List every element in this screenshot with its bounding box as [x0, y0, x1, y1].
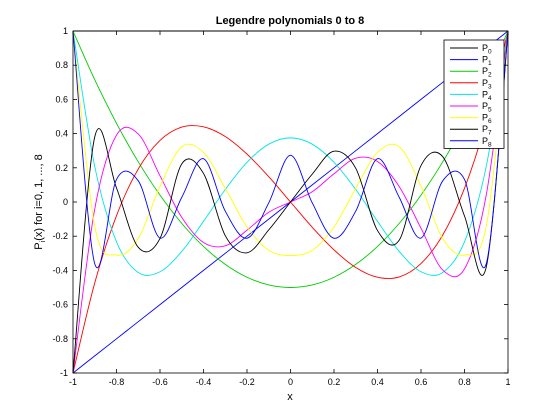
series-line-p4	[72, 30, 509, 276]
y-tick-label: 0.6	[55, 94, 68, 104]
y-tick-label: -0.8	[52, 334, 68, 344]
series-layer	[72, 30, 509, 374]
chart-title: Legendre polynomials 0 to 8	[216, 15, 365, 27]
y-tick-label: 0.2	[55, 163, 68, 173]
x-axis-label: x	[287, 391, 293, 403]
legend-label-p8: P8	[482, 136, 492, 149]
y-tick-label: -1	[60, 368, 68, 378]
legend-label-p3: P3	[482, 78, 492, 91]
ticks-layer: -1 -0.8 -0.6 -0.4 -0.2 0 0.2 0.4 0.6 0.8 1 -1 -0.8 -0…	[52, 26, 510, 387]
legend-label-p4: P4	[482, 89, 492, 102]
legend-label-p5: P5	[482, 101, 492, 114]
x-tick-label: -0.6	[152, 377, 168, 387]
x-tick-label: 0.2	[328, 377, 341, 387]
y-tick-label: -0.4	[52, 265, 68, 275]
legend-label-p2: P2	[482, 66, 492, 79]
y-tick-label: 0	[63, 197, 68, 207]
series-line-p6	[72, 30, 509, 256]
y-tick-label: 0.4	[55, 129, 68, 139]
series-line-p2	[72, 30, 509, 288]
legend-label-p7: P7	[482, 124, 492, 137]
x-tick-label: 0.8	[458, 377, 471, 387]
y-axis-label: Pi(x) for i=0, 1, ..., 8	[33, 154, 47, 249]
x-tick-label: -0.2	[239, 377, 255, 387]
x-tick-label: 0.4	[371, 377, 384, 387]
y-tick-label: 0.8	[55, 60, 68, 70]
y-tick-label: -0.6	[52, 300, 68, 310]
y-axis-label-subscript: i	[40, 240, 47, 242]
y-tick-label: -0.2	[52, 231, 68, 241]
x-tick-label: -0.8	[109, 377, 125, 387]
x-tick-label: 0.6	[415, 377, 428, 387]
x-tick-label: -0.4	[196, 377, 212, 387]
x-tick-label: 1	[505, 377, 510, 387]
series-line-p8	[72, 30, 509, 268]
x-tick-label: 0	[288, 377, 293, 387]
legend-label-p1: P1	[482, 55, 492, 68]
legend-label-p6: P6	[482, 113, 492, 126]
y-axis-label-main: P	[33, 242, 45, 249]
y-tick-label: 1	[63, 26, 68, 36]
y-axis-label-suffix: (x) for i=0, 1, ..., 8	[33, 154, 45, 241]
legend-label-p0: P0	[482, 43, 492, 56]
series-line-p7	[72, 30, 509, 374]
x-tick-label: -1	[69, 377, 77, 387]
